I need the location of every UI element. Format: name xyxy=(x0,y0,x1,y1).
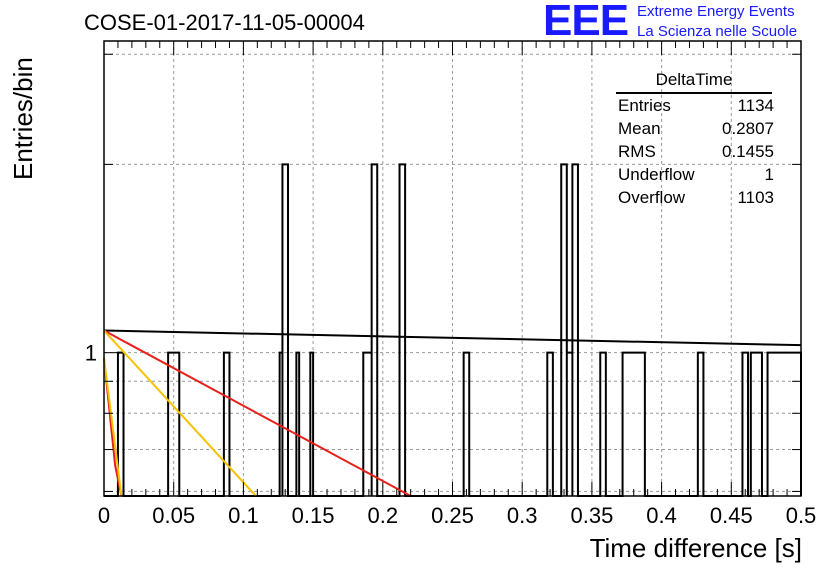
logo-line-2: La Scienza nelle Scuole xyxy=(637,23,798,40)
fit-line xyxy=(103,329,257,497)
stats-row: Underflow 1 xyxy=(618,163,774,186)
histogram-steps xyxy=(104,163,802,497)
x-axis-label: Time difference [s] xyxy=(589,533,802,563)
stats-row: Entries 1134 xyxy=(618,94,774,117)
chart-title: COSE-01-2017-11-05-00004 xyxy=(84,10,365,35)
stats-label: Entries xyxy=(618,96,671,115)
stats-value: 1 xyxy=(764,165,774,184)
x-tick-label: 0.35 xyxy=(570,503,613,528)
stats-box: DeltaTime Entries 1134 Mean 0.2807 RMS 0… xyxy=(612,70,776,209)
stats-row: Overflow 1103 xyxy=(618,186,774,209)
x-tick-label: 0.3 xyxy=(507,503,538,528)
x-tick-label: 0.45 xyxy=(710,503,753,528)
x-tick-label: 0.4 xyxy=(646,503,677,528)
stats-value: 0.1455 xyxy=(722,142,774,161)
stats-value: 1103 xyxy=(737,188,774,207)
stats-label: Underflow xyxy=(618,165,695,184)
stats-title: DeltaTime xyxy=(616,70,772,94)
x-tick-label: 0.05 xyxy=(152,503,195,528)
stats-value: 0.2807 xyxy=(722,119,774,138)
stats-row: Mean 0.2807 xyxy=(618,117,774,140)
x-tick-label: 0.2 xyxy=(368,503,399,528)
y-tick-label: 1 xyxy=(85,341,97,366)
eee-logo: EEE xyxy=(543,0,629,45)
stats-label: Mean xyxy=(618,119,661,138)
x-tick-label: 0.1 xyxy=(228,503,259,528)
stats-label: RMS xyxy=(618,142,656,161)
x-tick-label: 0 xyxy=(98,503,110,528)
y-axis-label: Entries/bin xyxy=(8,57,38,180)
fit-line xyxy=(103,329,802,347)
x-tick-label: 0.5 xyxy=(786,503,817,528)
stats-label: Overflow xyxy=(618,188,686,207)
x-tick-label: 0.15 xyxy=(292,503,335,528)
stats-value: 1134 xyxy=(737,96,774,115)
logo-line-1: Extreme Energy Events xyxy=(637,3,795,20)
x-tick-label: 0.25 xyxy=(431,503,474,528)
fit-line xyxy=(103,329,412,497)
stats-row: RMS 0.1455 xyxy=(618,140,774,163)
